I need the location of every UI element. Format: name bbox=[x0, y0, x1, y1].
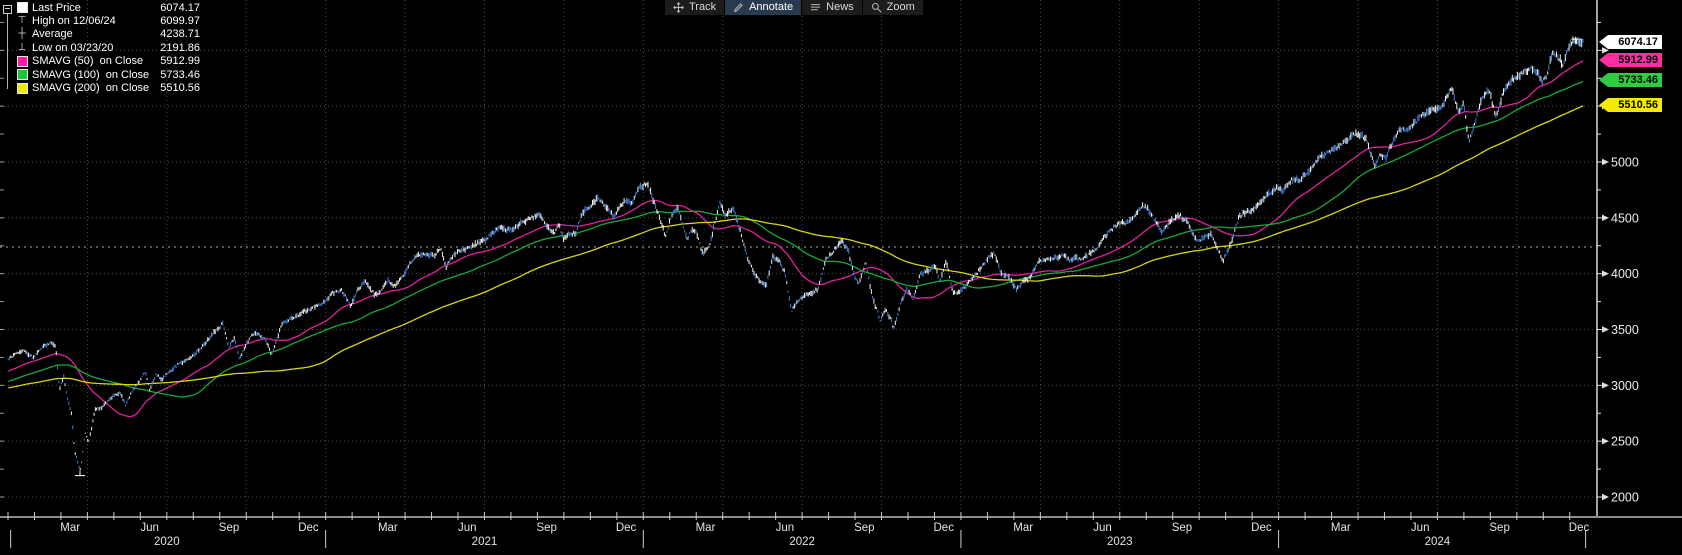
y-tick-label: 3000 bbox=[1611, 379, 1639, 393]
sma50-price-tag: 5912.99 bbox=[1599, 53, 1662, 67]
month-label: Mar bbox=[1331, 522, 1351, 534]
year-label: 2024 bbox=[1425, 536, 1451, 548]
year-label: 2022 bbox=[789, 536, 815, 548]
legend-label: SMAVG (200) on Close bbox=[32, 82, 150, 95]
legend-row-smavg-200[interactable]: SMAVG (200) on Close 5510.56 bbox=[2, 81, 200, 94]
low-marker bbox=[75, 470, 85, 477]
legend-row-smavg-100[interactable]: SMAVG (100) on Close 5733.46 bbox=[2, 68, 200, 81]
last-price-swatch-icon bbox=[15, 2, 29, 14]
high-marker-icon: ⊤ bbox=[17, 15, 27, 27]
smavg200-swatch-icon bbox=[15, 82, 29, 94]
legend-row-smavg-50[interactable]: SMAVG (50) on Close 5912.99 bbox=[2, 55, 200, 68]
legend-label: SMAVG (50) on Close bbox=[32, 55, 144, 68]
sma200-price-tag: 5510.56 bbox=[1599, 98, 1662, 112]
legend-value: 4238.71 bbox=[160, 28, 200, 41]
month-label: Sep bbox=[1489, 522, 1509, 534]
month-label: Jun bbox=[458, 522, 477, 534]
month-label: Dec bbox=[1569, 522, 1590, 534]
news-button-label: News bbox=[826, 1, 854, 13]
annotate-button[interactable]: Annotate bbox=[724, 0, 802, 15]
legend-row-low[interactable]: ⊥ Low on 03/23/20 2191.86 bbox=[2, 41, 200, 54]
legend-row-last-price[interactable]: Last Price 6074.17 bbox=[2, 1, 200, 14]
pencil-icon bbox=[734, 3, 743, 13]
legend-label: SMAVG (100) on Close bbox=[32, 68, 150, 81]
legend-value: 5912.99 bbox=[160, 55, 200, 68]
low-marker-icon: ⊥ bbox=[17, 41, 27, 53]
move-icon bbox=[673, 2, 684, 13]
track-button[interactable]: Track bbox=[664, 0, 725, 15]
average-marker-icon: ┼ bbox=[18, 28, 26, 40]
list-icon bbox=[811, 4, 821, 11]
legend-row-average[interactable]: ┼ Average 4238.71 bbox=[2, 28, 200, 41]
legend-label: Last Price bbox=[32, 1, 81, 14]
y-tick-label: 4000 bbox=[1611, 267, 1639, 281]
legend-tree-rail bbox=[7, 13, 8, 89]
month-label: Mar bbox=[696, 522, 716, 534]
down-candles bbox=[7, 36, 1584, 469]
chart-toolbar: Track Annotate News Zoom bbox=[664, 0, 923, 15]
sma-lines bbox=[8, 60, 1584, 418]
grid-lines bbox=[0, 0, 1597, 517]
smavg50-swatch-icon bbox=[15, 55, 29, 67]
last-price-tag: 6074.17 bbox=[1599, 35, 1662, 49]
legend-collapse-toggle[interactable] bbox=[3, 5, 12, 14]
axis-labels: 5000 4500 4000 3500 3000 2500 2000 Mar Jun Sep Dec… bbox=[60, 156, 1639, 549]
legend-value: 5733.46 bbox=[160, 68, 200, 81]
zoom-button[interactable]: Zoom bbox=[861, 0, 923, 15]
month-label: Mar bbox=[378, 522, 398, 534]
month-label: Jun bbox=[140, 522, 159, 534]
y-tick-label: 2500 bbox=[1611, 435, 1639, 449]
magnifier-icon bbox=[871, 2, 882, 13]
month-label: Dec bbox=[934, 522, 955, 534]
month-label: Jun bbox=[1093, 522, 1112, 534]
legend-label: High on 12/06/24 bbox=[32, 15, 116, 28]
month-label: Jun bbox=[1411, 522, 1430, 534]
legend-value: 2191.86 bbox=[160, 41, 200, 54]
year-label: 2023 bbox=[1107, 536, 1133, 548]
news-button[interactable]: News bbox=[801, 0, 862, 15]
annotate-button-label: Annotate bbox=[749, 1, 794, 13]
legend-label: Average bbox=[32, 28, 73, 41]
month-label: Dec bbox=[1251, 522, 1272, 534]
year-label: 2020 bbox=[154, 536, 180, 548]
legend-panel: Last Price 6074.17 ⊤ High on 12/06/24 60… bbox=[2, 1, 200, 95]
legend-value: 5510.56 bbox=[160, 82, 200, 95]
high-marker bbox=[1571, 38, 1582, 45]
month-label: Dec bbox=[616, 522, 637, 534]
month-label: Sep bbox=[536, 522, 556, 534]
candlesticks bbox=[7, 36, 1584, 471]
y-tick-label: 5000 bbox=[1611, 156, 1639, 170]
year-label: 2021 bbox=[472, 536, 498, 548]
month-label: Jun bbox=[776, 522, 795, 534]
track-button-label: Track bbox=[689, 1, 717, 13]
y-tick-label: 4500 bbox=[1611, 211, 1639, 225]
month-label: Mar bbox=[60, 522, 80, 534]
smavg100-swatch-icon bbox=[15, 69, 29, 81]
legend-label: Low on 03/23/20 bbox=[32, 41, 114, 54]
legend-value: 6099.97 bbox=[160, 15, 200, 28]
legend-row-high[interactable]: ⊤ High on 12/06/24 6099.97 bbox=[2, 14, 200, 27]
sma-200-line bbox=[8, 105, 1584, 389]
sma100-price-tag: 5733.46 bbox=[1599, 73, 1662, 87]
month-label: Dec bbox=[298, 522, 319, 534]
month-label: Sep bbox=[219, 522, 239, 534]
month-label: Sep bbox=[1172, 522, 1192, 534]
sma-50-line bbox=[8, 60, 1584, 418]
month-label: Sep bbox=[854, 522, 874, 534]
extreme-markers bbox=[75, 38, 1582, 477]
month-label: Mar bbox=[1013, 522, 1033, 534]
legend-value: 6074.17 bbox=[160, 1, 200, 14]
up-candles bbox=[10, 36, 1583, 471]
zoom-button-label: Zoom bbox=[886, 1, 915, 13]
y-tick-label: 2000 bbox=[1611, 491, 1639, 505]
y-tick-label: 3500 bbox=[1611, 323, 1639, 337]
